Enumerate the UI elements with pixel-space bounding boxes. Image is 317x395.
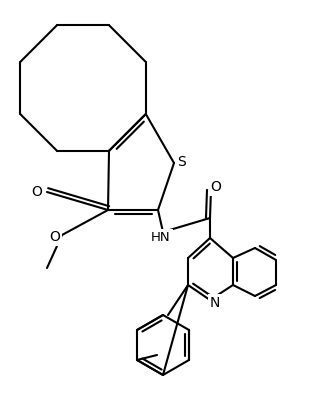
Text: HN: HN [151,231,171,243]
Text: N: N [210,296,220,310]
Text: S: S [177,155,185,169]
Text: O: O [31,185,42,199]
Text: O: O [210,180,222,194]
Text: O: O [49,230,60,244]
